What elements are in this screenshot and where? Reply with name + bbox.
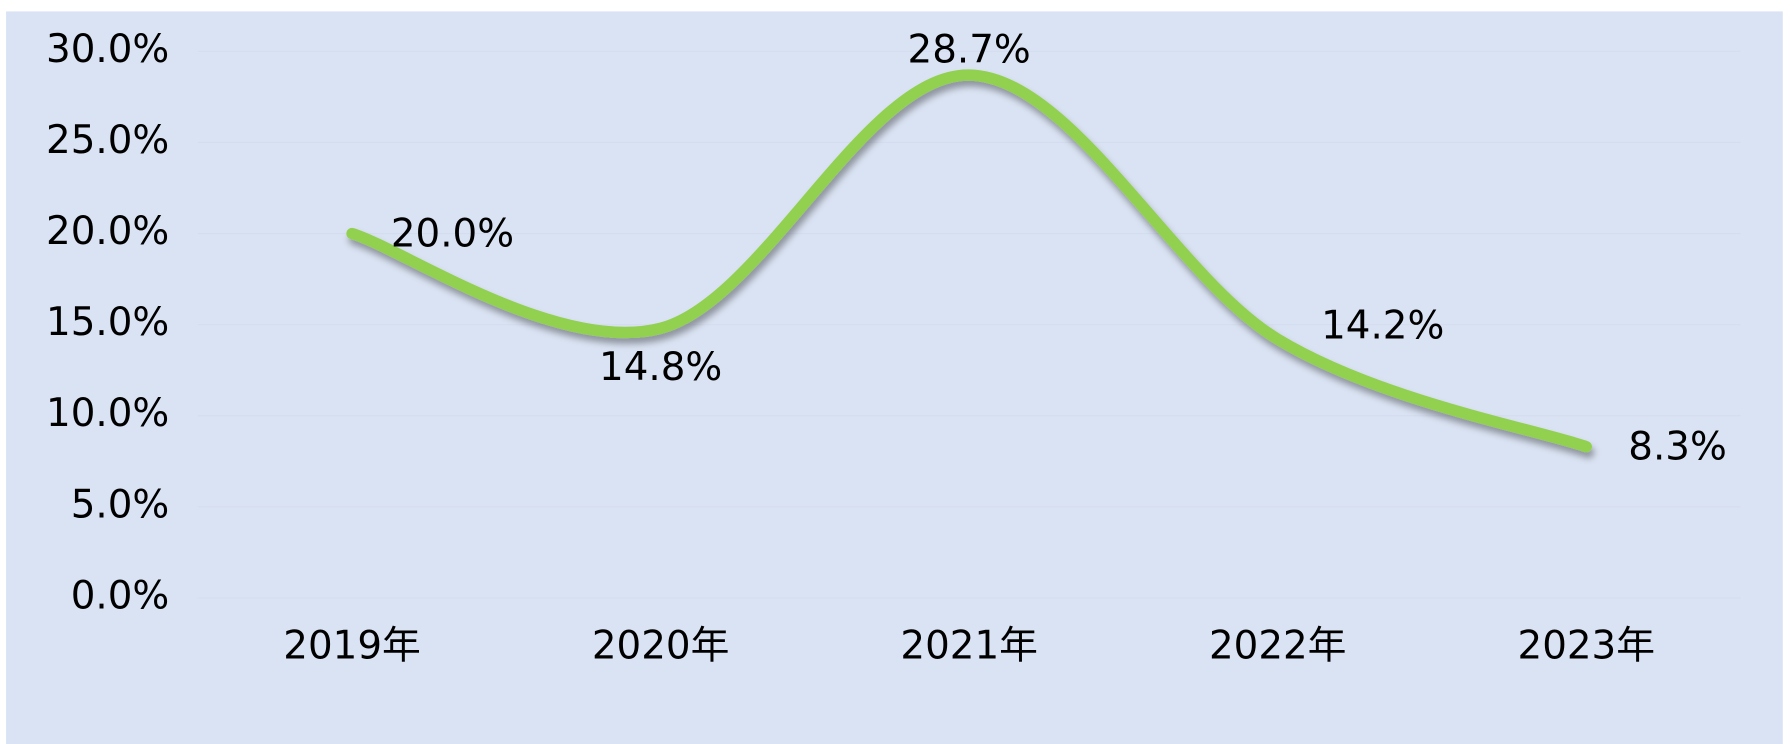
y-tick-label: 0.0% (71, 573, 170, 618)
y-tick-label: 20.0% (46, 209, 169, 254)
y-tick-label: 30.0% (46, 27, 169, 72)
data-label: 20.0% (391, 211, 514, 256)
x-tick-label: 2023年 (1518, 624, 1655, 669)
data-label: 14.8% (599, 345, 722, 390)
data-line (346, 69, 1592, 453)
y-tick-label: 25.0% (46, 118, 169, 163)
x-tick-label: 2019年 (283, 624, 420, 669)
x-tick-label: 2022年 (1209, 624, 1346, 669)
y-tick-label: 15.0% (46, 300, 169, 345)
x-tick-label: 2020年 (592, 624, 729, 669)
chart-background (6, 11, 1783, 744)
data-label: 28.7% (908, 28, 1031, 73)
y-tick-label: 5.0% (71, 482, 170, 527)
data-label: 8.3% (1628, 424, 1727, 469)
data-label: 14.2% (1321, 303, 1444, 348)
x-tick-label: 2021年 (900, 624, 1037, 669)
y-tick-label: 10.0% (46, 391, 169, 436)
